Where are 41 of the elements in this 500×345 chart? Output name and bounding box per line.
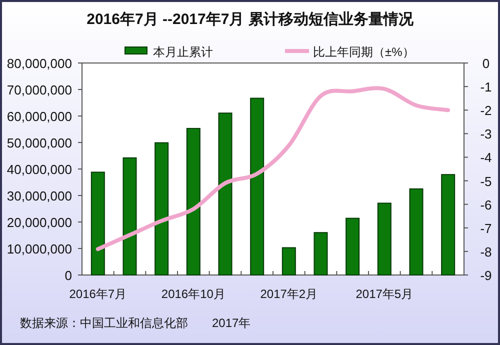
y-tick-label: 50,000,000 xyxy=(6,136,72,150)
bar xyxy=(250,98,264,276)
legend-label: 比上年同期（±%） xyxy=(313,45,414,59)
y-tick-label: 80,000,000 xyxy=(6,56,72,71)
y2-tick-label: -4 xyxy=(480,150,492,166)
bar xyxy=(218,112,232,276)
y-tick-label: 70,000,000 xyxy=(6,82,72,98)
y-tick-label: 20,000,000 xyxy=(6,215,72,230)
x-tick-label: 2016年10月 xyxy=(161,287,226,301)
x-tick-label: 2016年7月 xyxy=(69,287,127,301)
line-series xyxy=(96,86,450,252)
bar xyxy=(154,142,169,276)
bar xyxy=(122,157,137,276)
y2-tick-label: -3 xyxy=(480,126,492,142)
bar xyxy=(186,128,200,276)
y-tick-label: 40,000,000 xyxy=(6,162,72,177)
x-tick-label: 2017年5月 xyxy=(356,287,414,301)
y-tick-label: 60,000,000 xyxy=(6,109,72,124)
bar xyxy=(282,247,296,276)
source-note: 数据来源：中国工业和信息化部 xyxy=(20,316,188,330)
bar xyxy=(314,232,328,276)
y2-tick-label: -9 xyxy=(480,268,492,283)
y-tick-label: 0 xyxy=(64,268,72,283)
y-tick-label: 30,000,000 xyxy=(6,188,72,204)
y2-tick-label: -5 xyxy=(480,174,492,189)
chart-title: 2016年7月 --2017年7月 累计移动短信业务量情况 xyxy=(86,11,414,28)
legend-label: 本月止累计 xyxy=(153,45,213,59)
bar xyxy=(346,218,360,276)
bar xyxy=(377,202,392,276)
bar xyxy=(409,188,424,276)
y2-tick-label: -8 xyxy=(480,244,492,260)
bar xyxy=(441,174,456,276)
y2-tick-label: -1 xyxy=(480,80,492,95)
y2-tick-label: -2 xyxy=(480,103,492,118)
y2-tick-label: -7 xyxy=(480,220,492,236)
y-tick-label: 10,000,000 xyxy=(6,242,72,256)
y2-tick-label: -6 xyxy=(480,197,492,212)
x-tick-label: 2017年2月 xyxy=(260,287,318,301)
text: 2017年 xyxy=(212,316,251,330)
bar xyxy=(90,172,105,276)
y2-tick-label: 0 xyxy=(482,56,490,71)
